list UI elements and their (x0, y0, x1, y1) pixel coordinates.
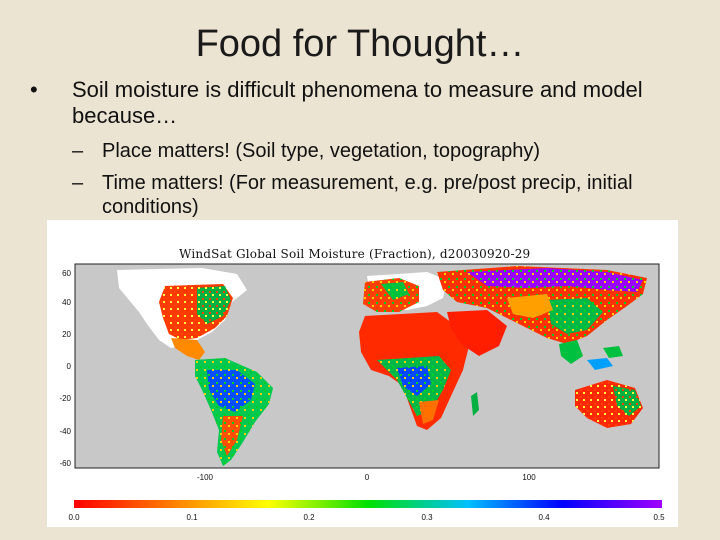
sub-bullet-marker: – (72, 140, 84, 162)
sub-bullet-marker: – (72, 172, 84, 194)
soil-moisture-map-figure: WindSat Global Soil Moisture (Fraction),… (47, 220, 678, 527)
colorbar-tick-label: 0.4 (538, 513, 550, 522)
slide-title: Food for Thought… (195, 23, 525, 65)
sub-bullet-text: Place matters! (Soil type, vegetation, t… (102, 140, 541, 162)
main-bullet-text: Soil moisture is difficult phenomena to … (72, 77, 643, 128)
y-tick-label: 20 (62, 330, 71, 339)
sub-bullet-text: Time matters! (For measurement, e.g. pre… (102, 172, 633, 218)
y-tick-label: 40 (62, 298, 71, 307)
x-tick-label: 100 (522, 473, 536, 482)
colorbar-tick-label: 0.2 (303, 513, 315, 522)
soil-moisture-map (74, 263, 662, 508)
australia (575, 380, 643, 428)
x-tick-label: 0 (364, 473, 370, 482)
y-tick-label: 60 (62, 269, 71, 278)
colorbar-tick-label: 0.0 (68, 513, 80, 522)
asia (437, 266, 647, 344)
y-tick-label: -20 (59, 394, 71, 403)
southeast-asia (559, 340, 623, 370)
y-tick-label: -60 (59, 459, 71, 468)
colorbar (74, 500, 662, 508)
europe (363, 272, 447, 312)
north-america (117, 268, 247, 360)
africa (359, 312, 479, 430)
x-tick-label: -100 (196, 473, 214, 482)
y-tick-label: -40 (59, 427, 71, 436)
colorbar-tick-label: 0.3 (421, 513, 433, 522)
figure-title: WindSat Global Soil Moisture (Fraction),… (179, 247, 531, 261)
y-tick-label: 0 (66, 362, 71, 371)
south-america (195, 358, 273, 466)
middle-east (447, 310, 507, 356)
colorbar-tick-label: 0.1 (186, 513, 198, 522)
bullet-marker: • (30, 77, 38, 102)
colorbar-tick-label: 0.5 (653, 513, 665, 522)
